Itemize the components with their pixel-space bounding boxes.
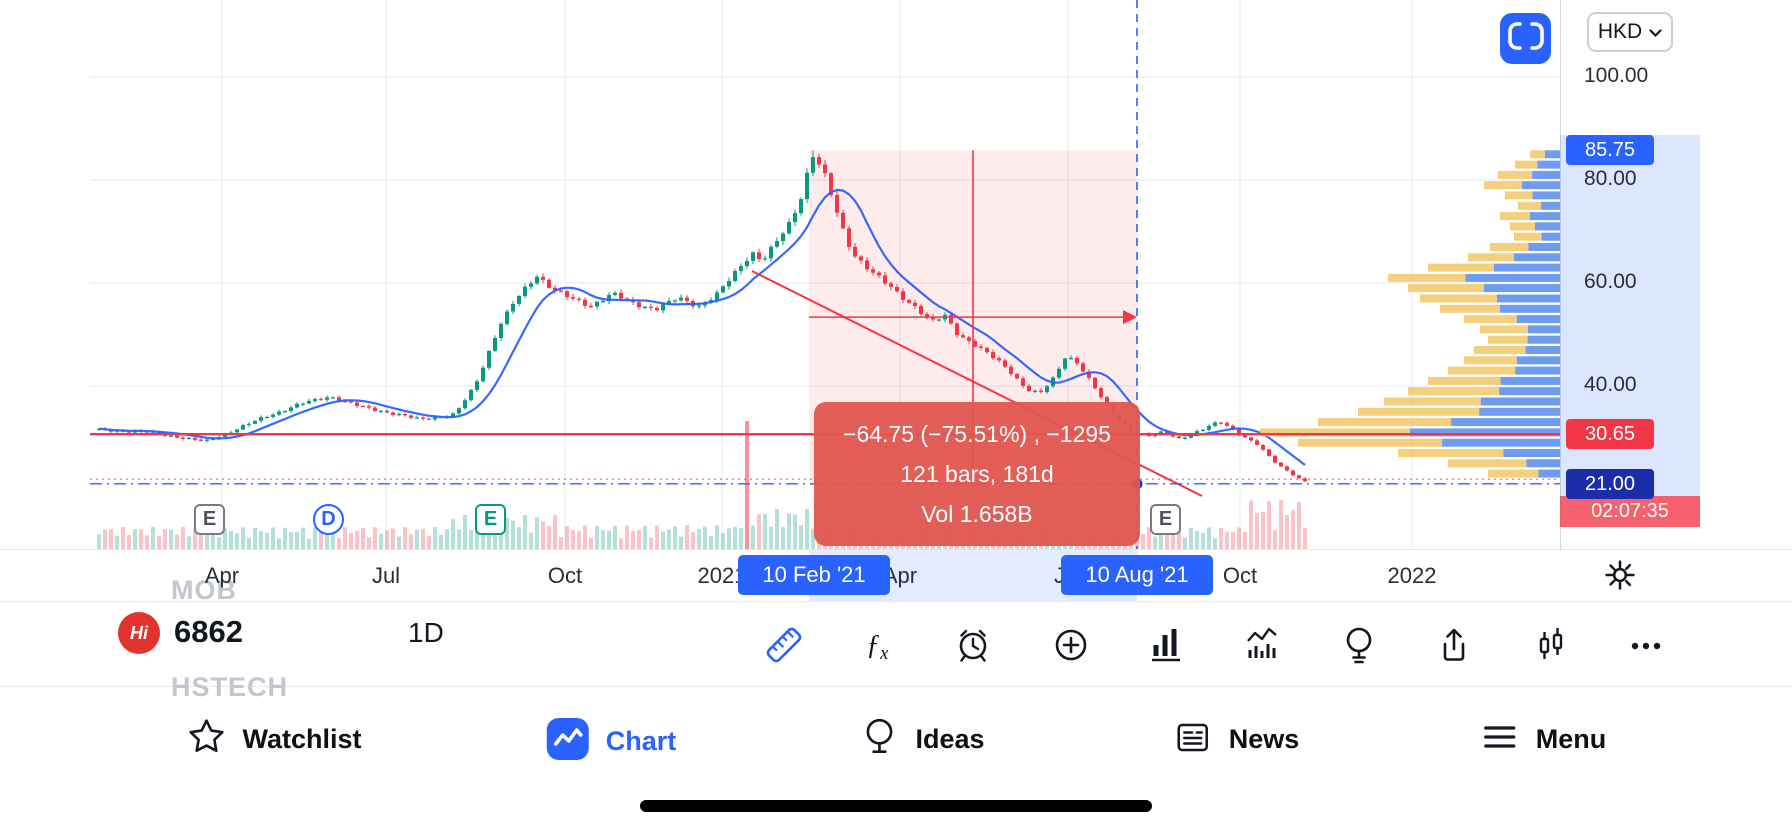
time-tick-label: Apr (204, 563, 240, 588)
nav-label: News (1228, 724, 1300, 754)
ruler-button[interactable] (762, 623, 806, 667)
screenshot-icon (1501, 11, 1551, 66)
nav-label: Ideas (915, 724, 985, 754)
chart-toolbar: Hi 6862 1D ƒ x (0, 601, 1792, 686)
chevron-down-icon (1649, 20, 1662, 44)
measure-end-date-label[interactable]: 10 Aug '21 (1061, 555, 1213, 595)
current-price-label: 21.00 (1566, 468, 1654, 499)
dividend-badge[interactable]: D (313, 504, 344, 535)
star-icon (186, 717, 226, 762)
chart-settings-button[interactable] (1604, 559, 1636, 591)
alert-clock-button[interactable] (951, 623, 995, 667)
measure-start-date-label[interactable]: 10 Feb '21 (738, 555, 890, 595)
background-symbol-text: HSTECH (171, 672, 289, 702)
nav-label: Watchlist (242, 724, 362, 754)
svg-text:x: x (879, 643, 889, 664)
function-fx-button[interactable]: ƒ x (856, 623, 900, 667)
indicator-button[interactable] (1240, 623, 1284, 667)
nav-label: Chart (605, 726, 677, 756)
add-circle-button[interactable] (1049, 623, 1093, 667)
share-button[interactable] (1432, 623, 1476, 667)
newspaper-icon (1173, 717, 1213, 762)
time-tick-label: Oct (547, 563, 583, 588)
interval-selector[interactable]: 1D (408, 617, 444, 648)
background-symbol-text: MOB (171, 575, 237, 601)
nav-item-watchlist[interactable]: Watchlist (186, 717, 362, 762)
measure-bars-line: 121 bars, 181d (900, 461, 1054, 487)
earnings-badge[interactable]: E (194, 504, 225, 535)
earnings-badge[interactable]: E (1150, 504, 1181, 535)
earnings-badge[interactable]: E (475, 504, 506, 535)
price-axis[interactable]: 02:07:35 100.00 80.00 60.00 40.00 85.75 30.65 2… (1560, 0, 1700, 549)
price-tick-label: 40.00 (1584, 373, 1637, 396)
nav-item-news[interactable]: News (1173, 717, 1300, 762)
nav-label: Menu (1535, 724, 1607, 754)
high-price-label: 85.75 (1566, 135, 1654, 166)
time-tick-label: Oct (1222, 563, 1258, 588)
price-axis-divider (1560, 0, 1561, 601)
hline-price-label[interactable]: 30.65 (1566, 419, 1654, 450)
nav-item-ideas[interactable]: Ideas (859, 717, 985, 762)
home-indicator[interactable] (640, 800, 1152, 812)
symbol-title[interactable]: 6862 (174, 614, 243, 649)
candles-button[interactable] (1529, 623, 1573, 667)
bar-chart-button[interactable] (1144, 623, 1188, 667)
nav-item-chart[interactable]: Chart (546, 717, 677, 766)
lightbulb-icon (859, 717, 899, 762)
currency-label: HKD (1597, 20, 1643, 43)
symbol-logo[interactable]: Hi (118, 612, 160, 654)
currency-selector[interactable]: HKD (1587, 12, 1673, 52)
measure-tooltip: −64.75 (−75.51%) , −1295 121 bars, 181d … (814, 402, 1140, 546)
screenshot-button[interactable] (1500, 13, 1551, 64)
price-tick-label: 80.00 (1584, 167, 1637, 190)
measure-change-line: −64.75 (−75.51%) , −1295 (843, 421, 1111, 447)
chart-icon (546, 717, 590, 766)
idea-bulb-button[interactable] (1337, 623, 1381, 667)
more-ellipsis-button[interactable] (1624, 623, 1668, 667)
time-tick-label: Jul (371, 563, 401, 588)
measure-volume-line: Vol 1.658B (921, 501, 1033, 527)
nav-item-menu[interactable]: Menu (1480, 717, 1607, 762)
time-axis[interactable]: MOB AprJulOct2021AprJulOct202210 Feb '21… (0, 550, 1792, 601)
price-tick-label: 100.00 (1584, 64, 1649, 87)
chart-axis-divider (0, 549, 1792, 550)
bar-countdown-label: 02:07:35 (1560, 496, 1700, 527)
time-tick-label: 2022 (1387, 563, 1437, 588)
svg-text:ƒ: ƒ (866, 630, 880, 661)
hamburger-menu-icon (1480, 717, 1520, 762)
price-tick-label: 60.00 (1584, 270, 1637, 293)
